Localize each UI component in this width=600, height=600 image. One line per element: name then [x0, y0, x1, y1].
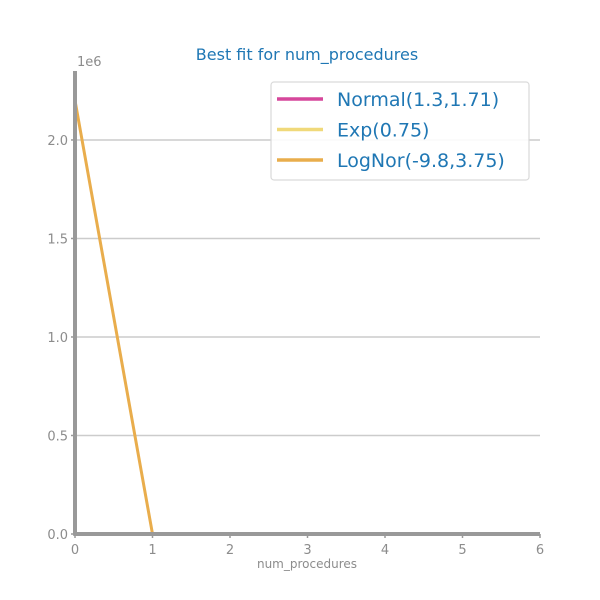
legend-label-0: Normal(1.3,1.71) — [337, 89, 499, 111]
legend-label-1: Exp(0.75) — [337, 120, 429, 142]
y-tick-label-1: 0.5 — [47, 429, 68, 444]
x-tick-label-3: 3 — [303, 543, 311, 558]
y-tick-label-3: 1.5 — [47, 232, 68, 247]
legend: Normal(1.3,1.71) Exp(0.75) LogNor(-9.8,3.7… — [270, 81, 530, 181]
x-tick-label-0: 0 — [71, 543, 79, 558]
x-tick-label-6: 6 — [536, 543, 544, 558]
x-axis-title: num_procedures — [257, 557, 357, 571]
tick-labels: 0 1 2 3 4 5 6 0.0 0.5 1.0 1.5 2.0 — [47, 134, 544, 558]
y-tick-label-0: 0.0 — [47, 528, 68, 543]
y-offset-label: 1e6 — [77, 55, 102, 70]
chart-title: Best fit for num_procedures — [196, 45, 418, 65]
x-tick-label-2: 2 — [226, 543, 234, 558]
legend-box — [270, 81, 530, 181]
grid — [75, 139, 540, 437]
x-tick-label-4: 4 — [381, 543, 389, 558]
x-tick-label-1: 1 — [148, 543, 156, 558]
y-tick-label-4: 2.0 — [47, 134, 68, 149]
legend-label-2: LogNor(-9.8,3.75) — [337, 150, 505, 172]
x-tick-label-5: 5 — [458, 543, 466, 558]
y-tick-label-2: 1.0 — [47, 331, 68, 346]
